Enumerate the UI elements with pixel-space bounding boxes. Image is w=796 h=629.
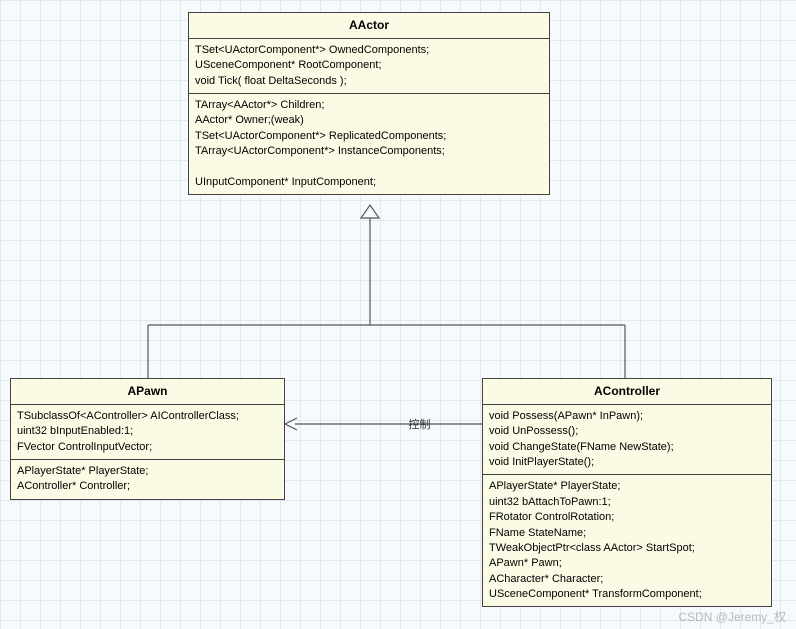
class-member: ACharacter* Character; [489,572,765,587]
class-member: APawn* Pawn; [489,556,765,571]
class-section: TSet<UActorComponent*> OwnedComponents;U… [189,39,549,94]
class-member: USceneComponent* TransformComponent; [489,587,765,602]
class-member: FRotator ControlRotation; [489,510,765,525]
class-member: APlayerState* PlayerState; [17,464,278,479]
class-member [195,160,543,175]
class-member: FName StateName; [489,526,765,541]
class-member: TSet<UActorComponent*> OwnedComponents; [195,43,543,58]
class-member: USceneComponent* RootComponent; [195,58,543,73]
class-member: FVector ControlInputVector; [17,440,278,455]
class-member: void UnPossess(); [489,424,765,439]
class-section: APlayerState* PlayerState;AController* C… [11,460,284,499]
class-section: APlayerState* PlayerState;uint32 bAttach… [483,475,771,606]
class-member: void ChangeState(FName NewState); [489,440,765,455]
class-member: AController* Controller; [17,479,278,494]
class-member: void InitPlayerState(); [489,455,765,470]
class-member: uint32 bInputEnabled:1; [17,424,278,439]
class-title: AController [483,379,771,405]
class-member: UInputComponent* InputComponent; [195,175,543,190]
class-title: APawn [11,379,284,405]
class-member: void Possess(APawn* InPawn); [489,409,765,424]
edge-label-control: 控制 [409,416,431,432]
inheritance-edges [148,205,625,378]
class-member: TWeakObjectPtr<class AActor> StartSpot; [489,541,765,556]
class-member: uint32 bAttachToPawn:1; [489,495,765,510]
class-apawn: APawn TSubclassOf<AController> AIControll… [10,378,285,500]
class-member: TArray<AActor*> Children; [195,98,543,113]
class-member: AActor* Owner;(weak) [195,113,543,128]
class-title: AActor [189,13,549,39]
class-aactor: AActorTSet<UActorComponent*> OwnedCompon… [188,12,550,195]
control-edge [285,418,482,430]
watermark-text: CSDN @Jeremy_权 [678,608,786,625]
class-member: TArray<UActorComponent*> InstanceCompone… [195,144,543,159]
class-member: APlayerState* PlayerState; [489,479,765,494]
class-section: TSubclassOf<AController> AIControllerCla… [11,405,284,460]
class-member: void Tick( float DeltaSeconds ); [195,74,543,89]
class-section: void Possess(APawn* InPawn);void UnPosse… [483,405,771,476]
class-member: TSubclassOf<AController> AIControllerCla… [17,409,278,424]
class-acontroller: AControllervoid Possess(APawn* InPawn);v… [482,378,772,607]
class-section: TArray<AActor*> Children;AActor* Owner;(… [189,94,549,194]
class-member: TSet<UActorComponent*> ReplicatedCompone… [195,129,543,144]
